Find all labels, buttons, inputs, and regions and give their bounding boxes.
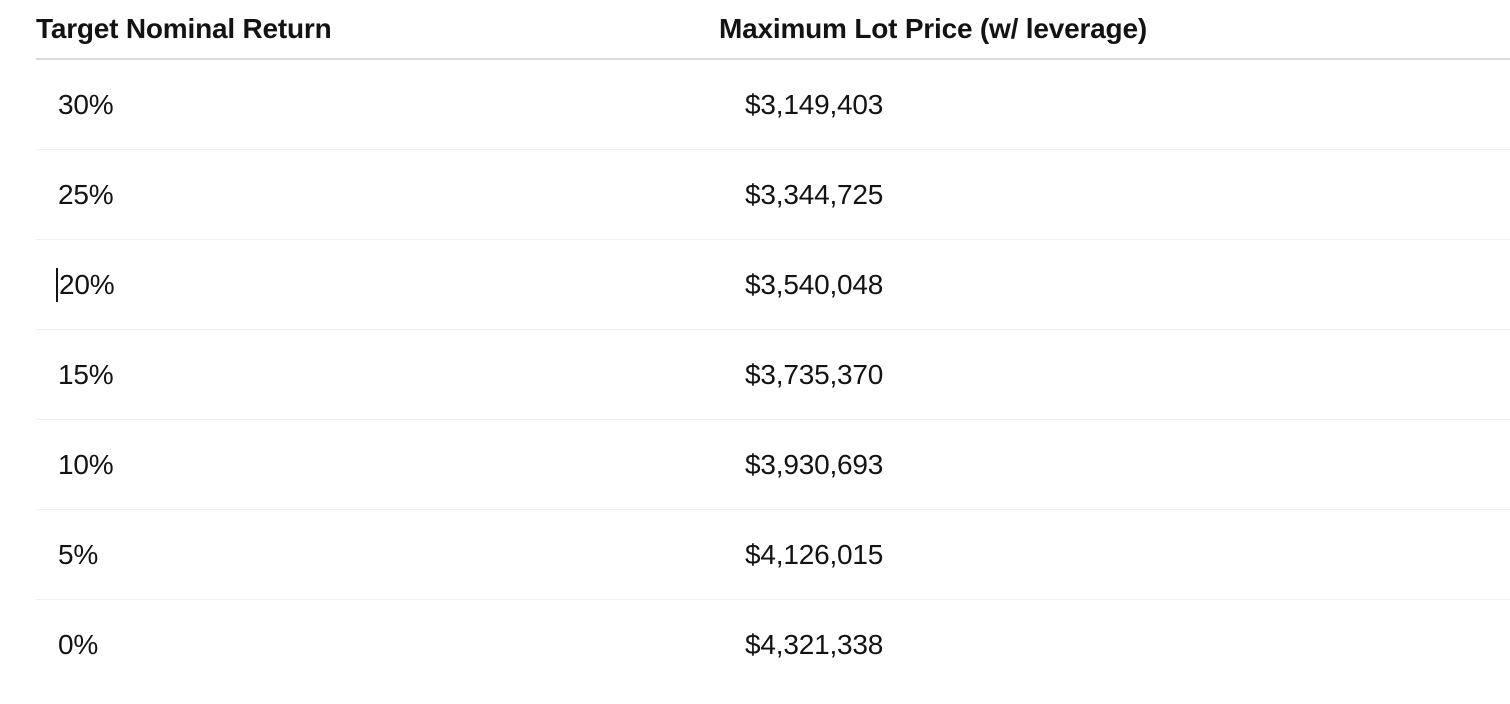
return-value: 20% bbox=[59, 268, 115, 300]
return-value: 5% bbox=[58, 538, 99, 570]
text-cursor bbox=[56, 267, 58, 302]
price-cell[interactable]: $4,321,338 bbox=[719, 600, 1510, 690]
price-value: $3,344,725 bbox=[745, 178, 884, 210]
return-cell[interactable]: 5% bbox=[36, 510, 719, 599]
price-value: $3,540,048 bbox=[745, 268, 884, 300]
column-header-maximum-lot-price: Maximum Lot Price (w/ leverage) bbox=[719, 13, 1147, 44]
return-cell[interactable]: 20% bbox=[36, 240, 719, 329]
price-value: $3,930,693 bbox=[745, 448, 884, 480]
price-cell[interactable]: $3,149,403 bbox=[719, 60, 1510, 149]
price-cell[interactable]: $3,344,725 bbox=[719, 150, 1510, 239]
price-value: $4,321,338 bbox=[745, 629, 884, 660]
price-value: $3,149,403 bbox=[745, 88, 884, 120]
price-cell[interactable]: $3,930,693 bbox=[719, 420, 1510, 509]
return-cell[interactable]: 0% bbox=[36, 600, 719, 690]
price-cell[interactable]: $4,126,015 bbox=[719, 510, 1510, 599]
return-value: 15% bbox=[58, 358, 114, 390]
table-row: 30% $3,149,403 bbox=[36, 60, 1510, 150]
return-cell[interactable]: 10% bbox=[36, 420, 719, 509]
table-row: 15% $3,735,370 bbox=[36, 330, 1510, 420]
table-row: 25% $3,344,725 bbox=[36, 150, 1510, 240]
return-value: 25% bbox=[58, 178, 114, 210]
column-header-target-nominal-return: Target Nominal Return bbox=[36, 13, 332, 44]
return-value: 10% bbox=[58, 448, 114, 480]
price-cell[interactable]: $3,540,048 bbox=[719, 240, 1510, 329]
table-row: 5% $4,126,015 bbox=[36, 510, 1510, 600]
table-body: 30% $3,149,403 25% $3,344,725 20% $3,540… bbox=[0, 60, 1510, 690]
table-row: 0% $4,321,338 bbox=[36, 600, 1510, 690]
price-cell[interactable]: $3,735,370 bbox=[719, 330, 1510, 419]
price-value: $4,126,015 bbox=[745, 538, 884, 570]
table-header-row: Target Nominal Return Maximum Lot Price … bbox=[36, 0, 1510, 60]
return-value: 0% bbox=[58, 629, 99, 660]
return-cell[interactable]: 15% bbox=[36, 330, 719, 419]
return-value: 30% bbox=[58, 88, 114, 120]
table-row: 10% $3,930,693 bbox=[36, 420, 1510, 510]
table-row: 20% $3,540,048 bbox=[36, 240, 1510, 330]
return-cell[interactable]: 30% bbox=[36, 60, 719, 149]
return-cell[interactable]: 25% bbox=[36, 150, 719, 239]
price-value: $3,735,370 bbox=[745, 358, 884, 390]
